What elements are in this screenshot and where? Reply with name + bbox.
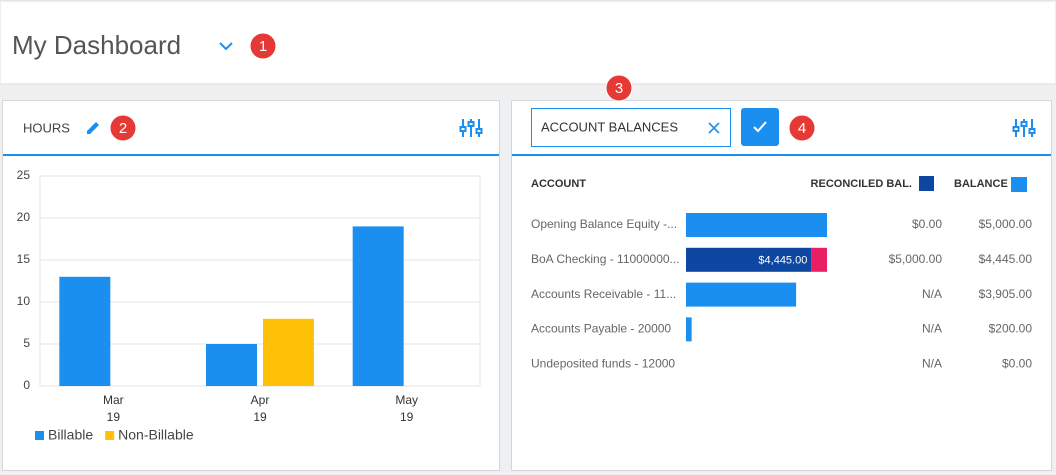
legend-swatch	[919, 176, 934, 191]
input-text: ACCOUNT BALANCES	[541, 119, 678, 134]
account-name: BoA Checking - 11000000...	[531, 252, 680, 266]
settings-icon[interactable]	[459, 119, 483, 137]
x-tick-label: May	[395, 393, 418, 407]
bar	[59, 276, 111, 386]
reconciled-value: $5,000.00	[889, 252, 943, 266]
legend-label: Non-Billable	[118, 427, 194, 443]
reconciled-value: N/A	[922, 287, 942, 301]
balance-value: $0.00	[1002, 356, 1032, 370]
callout-number: 3	[615, 80, 623, 97]
y-tick-label: 10	[17, 294, 31, 308]
balance-bar	[686, 213, 827, 237]
account-name: Undeposited funds - 12000	[531, 356, 675, 370]
y-tick-label: 25	[17, 168, 31, 182]
x-tick-sublabel: 19	[253, 410, 267, 424]
confirm-button[interactable]	[741, 108, 779, 146]
account-name: Opening Balance Equity -...	[531, 217, 677, 231]
x-tick-sublabel: 19	[107, 410, 121, 424]
x-tick-label: Mar	[103, 393, 124, 407]
x-tick-label: Apr	[251, 393, 270, 407]
x-tick-sublabel: 19	[400, 410, 414, 424]
callout-number: 4	[798, 120, 806, 137]
legend-swatch	[35, 431, 44, 440]
bar	[263, 318, 314, 386]
title-input[interactable]	[531, 108, 731, 147]
callout-badge	[605, 74, 633, 102]
balance-bar	[686, 317, 692, 342]
bar	[352, 226, 404, 386]
y-tick-label: 0	[23, 378, 30, 392]
legend-swatch	[1011, 177, 1027, 192]
settings-icon[interactable]	[1012, 119, 1036, 137]
account-name: Accounts Payable - 20000	[531, 322, 671, 336]
check-icon	[753, 121, 767, 133]
balance-value: $3,905.00	[979, 287, 1033, 301]
callout-number: 2	[119, 120, 127, 137]
header-bar	[0, 0, 1056, 85]
callout-number: 1	[259, 38, 267, 55]
legend-label: Billable	[48, 427, 93, 443]
reconciled-value: N/A	[922, 356, 942, 370]
callout-badge	[109, 114, 137, 142]
clear-button[interactable]	[708, 122, 720, 134]
callout-badge	[788, 114, 816, 142]
balance-value: $4,445.00	[979, 252, 1033, 266]
y-tick-label: 20	[17, 210, 31, 224]
legend-swatch	[105, 431, 115, 440]
edit-icon[interactable]	[87, 122, 99, 134]
balance-bar	[686, 282, 797, 307]
column-header: ACCOUNT	[531, 178, 586, 190]
panel-title: HOURS	[23, 120, 70, 135]
account-name: Accounts Receivable - 11...	[531, 287, 676, 301]
bar-label: $4,445.00	[758, 255, 807, 267]
balance-bar	[686, 247, 812, 272]
hours-panel	[2, 100, 500, 471]
page-title: My Dashboard	[12, 30, 181, 60]
column-header: RECONCILED BAL.	[811, 178, 912, 190]
column-header: BALANCE	[954, 178, 1008, 190]
balance-value: $200.00	[989, 322, 1033, 336]
bar	[206, 344, 257, 386]
balance-value: $5,000.00	[979, 217, 1033, 231]
y-tick-label: 5	[23, 336, 30, 350]
callout-badge	[249, 32, 277, 60]
excess-bar	[811, 247, 827, 272]
reconciled-value: $0.00	[912, 217, 942, 231]
reconciled-value: N/A	[922, 322, 942, 336]
y-tick-label: 15	[17, 252, 31, 266]
title-dropdown[interactable]	[219, 42, 233, 51]
